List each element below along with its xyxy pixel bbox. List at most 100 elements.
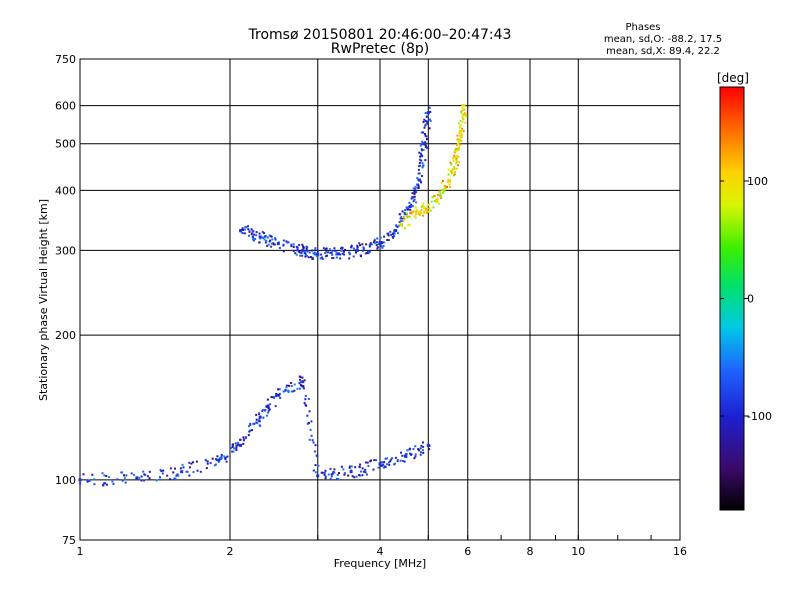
data-point	[378, 240, 381, 243]
data-point	[406, 449, 409, 452]
data-point	[394, 456, 397, 459]
data-point	[441, 180, 444, 182]
trace-point	[355, 248, 359, 252]
data-point	[249, 423, 252, 426]
data-point	[356, 246, 359, 249]
data-point	[411, 196, 414, 199]
data-point	[417, 187, 420, 189]
data-point	[414, 185, 417, 188]
data-point	[195, 460, 198, 463]
data-point	[310, 256, 312, 259]
data-point	[292, 249, 295, 252]
data-point	[162, 469, 165, 472]
data-point	[320, 471, 323, 474]
x-tick-label: 6	[464, 545, 471, 558]
data-point	[290, 243, 293, 246]
data-point	[308, 438, 311, 441]
data-point	[457, 137, 460, 140]
data-point	[120, 471, 123, 474]
data-point	[386, 457, 389, 460]
data-point	[337, 478, 340, 480]
data-point	[405, 212, 408, 214]
data-point	[383, 461, 386, 464]
data-point	[400, 451, 402, 454]
trace-point	[399, 222, 403, 226]
data-point	[220, 457, 223, 460]
data-point	[381, 246, 384, 249]
data-point	[282, 390, 285, 393]
data-point	[453, 150, 456, 153]
data-point	[452, 159, 455, 162]
data-point	[457, 155, 460, 158]
data-point	[340, 465, 343, 468]
x-tick-label: 10	[571, 545, 585, 558]
data-point	[93, 478, 96, 481]
data-point	[293, 389, 296, 392]
data-point	[398, 221, 401, 223]
data-point	[390, 458, 393, 461]
x-tick-label: 16	[673, 545, 687, 558]
data-point	[333, 468, 336, 471]
data-point	[245, 226, 248, 229]
data-point	[457, 147, 460, 150]
data-point	[287, 241, 290, 244]
data-point	[284, 388, 287, 391]
data-point	[440, 196, 443, 199]
data-point	[267, 411, 270, 414]
data-point	[235, 449, 238, 451]
data-point	[365, 243, 368, 246]
data-point	[459, 119, 462, 122]
data-point	[317, 464, 320, 467]
data-point	[420, 148, 423, 151]
data-point	[465, 115, 468, 118]
data-point	[324, 477, 327, 480]
data-point	[423, 206, 426, 209]
data-point	[292, 243, 295, 246]
data-point	[361, 467, 364, 470]
data-point	[410, 212, 412, 214]
plot-area: 1 2 4 8 16 6 10 75 100 200 300 400 500 600 750	[55, 53, 687, 558]
data-point	[369, 242, 372, 244]
data-point	[111, 480, 114, 483]
data-point	[327, 251, 330, 254]
data-point	[79, 482, 82, 485]
data-point	[388, 463, 391, 466]
data-point	[422, 441, 424, 444]
data-point	[277, 388, 280, 391]
data-point	[333, 249, 336, 252]
data-point	[353, 247, 355, 250]
data-point	[310, 434, 313, 437]
data-point	[386, 232, 389, 235]
data-point	[239, 438, 242, 441]
data-point	[433, 195, 436, 197]
data-point	[406, 208, 409, 211]
trace-point	[458, 130, 462, 133]
data-point	[250, 233, 253, 236]
data-point	[267, 406, 270, 409]
data-point	[311, 439, 314, 442]
trace-point	[462, 104, 466, 108]
data-point	[302, 247, 305, 250]
data-point	[301, 254, 304, 257]
data-point	[174, 467, 176, 470]
data-point	[359, 244, 361, 247]
data-point	[461, 113, 464, 115]
data-point	[301, 376, 304, 379]
data-point	[424, 123, 427, 126]
data-point	[361, 474, 364, 477]
data-point	[250, 228, 253, 231]
data-point	[438, 202, 441, 205]
data-point	[266, 244, 269, 247]
data-point	[138, 476, 141, 479]
data-point	[242, 442, 245, 445]
data-point	[422, 449, 424, 452]
data-point	[160, 470, 163, 473]
data-point	[420, 143, 423, 146]
data-point	[418, 161, 421, 164]
data-point	[299, 384, 302, 387]
data-point	[123, 476, 126, 479]
data-point	[185, 470, 188, 473]
data-point	[393, 235, 396, 237]
data-point	[341, 246, 344, 249]
data-point	[401, 454, 404, 457]
